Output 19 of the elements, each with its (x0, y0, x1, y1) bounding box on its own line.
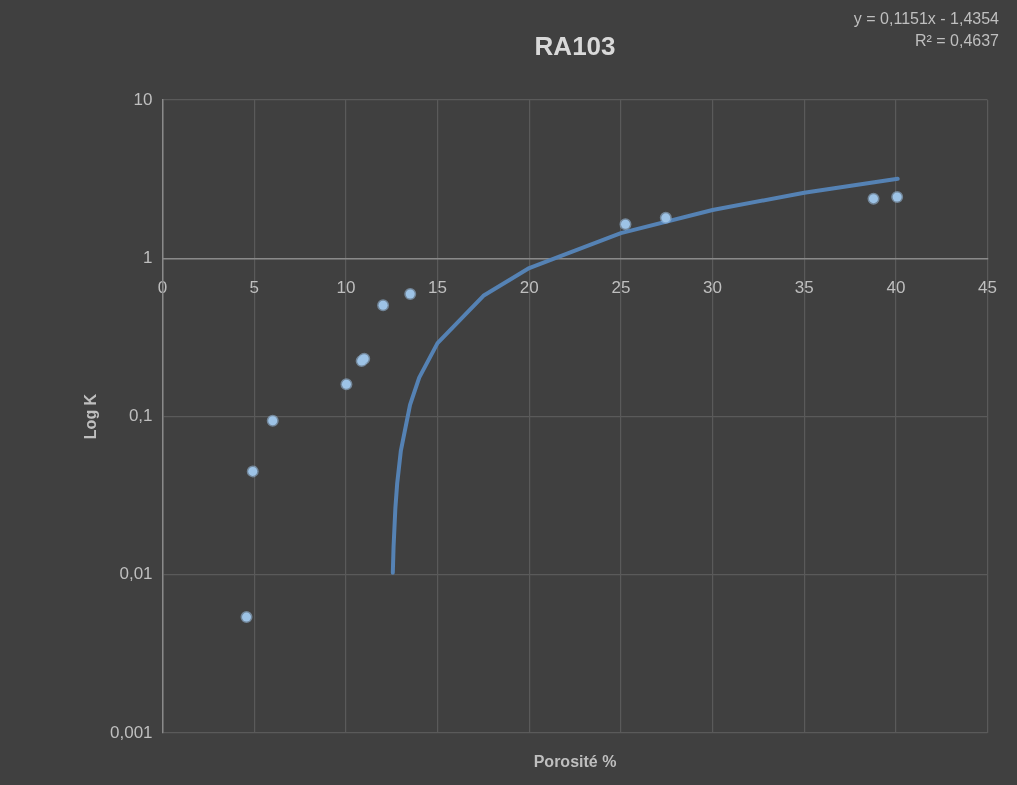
x-tick-label: 35 (794, 278, 814, 298)
x-tick-label: 10 (336, 278, 356, 298)
x-tick-label: 45 (978, 278, 998, 298)
y-axis-title: Log K (82, 393, 100, 440)
text: R² = 0,4637 (914, 32, 1000, 50)
y-tick-label: 0,1 (128, 406, 153, 426)
text: y = 0,1151x - 1,4354 (853, 10, 1000, 28)
y-tick-label: 0,01 (119, 564, 153, 584)
x-tick-label: 15 (428, 278, 447, 298)
x-tick-label: 30 (703, 278, 723, 298)
y-tick-label: 10 (133, 89, 153, 109)
x-tick-label: 20 (519, 278, 539, 298)
chart-title: RA103 (534, 31, 616, 62)
x-axis-title: Porosité % (533, 753, 617, 771)
x-tick-label: 40 (886, 278, 906, 298)
y-tick-label: 1 (143, 247, 153, 267)
x-tick-label: 25 (611, 278, 631, 298)
x-tick-label: 5 (249, 278, 259, 298)
y-tick-label: 0,001 (109, 722, 153, 742)
